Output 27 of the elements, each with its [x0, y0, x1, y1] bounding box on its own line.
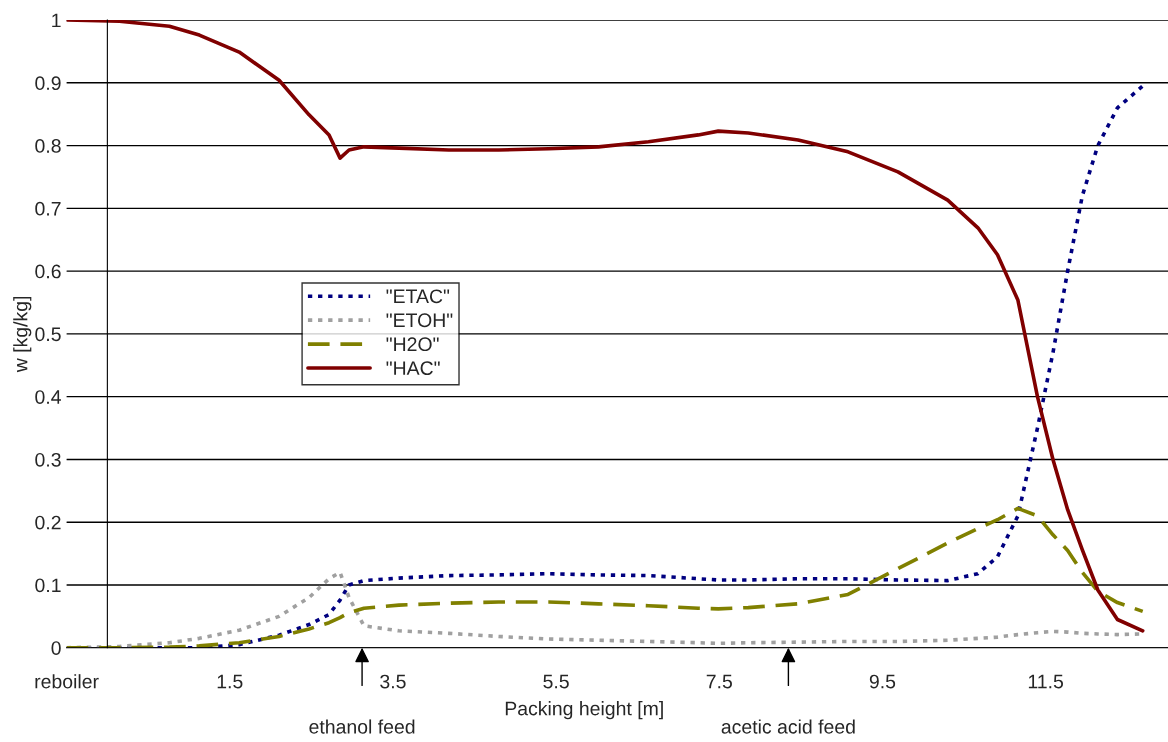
legend-label: "ETOH" — [386, 313, 453, 328]
y-tick-label: 0.6 — [35, 264, 61, 279]
x-tick-label: 5.5 — [543, 674, 569, 689]
y-tick-label: 0.9 — [35, 76, 61, 91]
y-tick-label: 0 — [51, 641, 61, 655]
y-tick-label: 1 — [52, 13, 61, 28]
x-tick-label: reboiler — [35, 674, 99, 689]
legend-label: "H2O" — [386, 337, 439, 352]
x-tick-label: 3.5 — [380, 674, 406, 689]
y-axis-title: w [kg/kg] — [13, 296, 32, 373]
y-tick-label: 0.5 — [35, 327, 61, 342]
legend-label: "ETAC" — [386, 289, 450, 304]
y-tick-label: 0.4 — [35, 390, 61, 404]
text: acetic acid feed — [721, 719, 855, 734]
y-tick-label: 0.2 — [35, 515, 61, 530]
text: ethanol feed — [309, 719, 415, 734]
x-tick-label: 7.5 — [706, 674, 732, 689]
y-tick-label: 0.7 — [35, 201, 61, 216]
line-series — [66, 506, 1145, 648]
y-tick-label: 0.8 — [35, 139, 61, 153]
x-tick-label: 1.5 — [217, 674, 243, 689]
y-tick-label: 0.1 — [35, 578, 61, 593]
x-tick-label: 11.5 — [1028, 674, 1064, 689]
legend-label: "HAC" — [386, 361, 440, 376]
x-tick-label: 9.5 — [869, 674, 896, 689]
y-tick-label: 0.3 — [35, 452, 61, 467]
x-axis-title: Packing height [m] — [505, 701, 663, 720]
